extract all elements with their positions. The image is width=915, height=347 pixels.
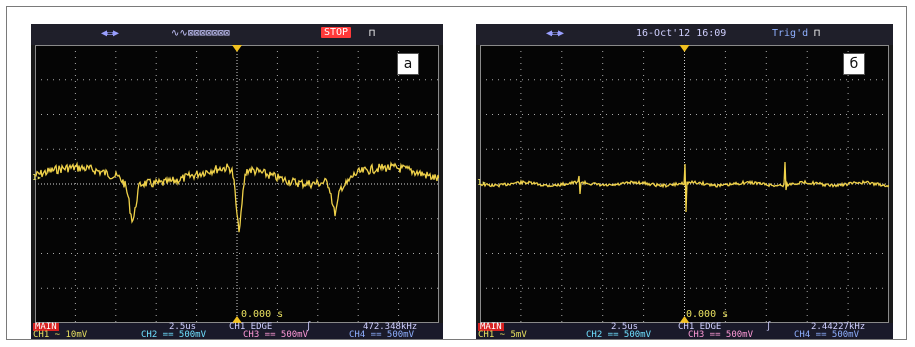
channel1-level-marker: 1▸ [32, 173, 42, 182]
ch1-setting: CH1 ~ 5mV [478, 330, 527, 340]
trigger-position-marker-bottom [232, 316, 242, 323]
timebase-value: 2.5us [611, 322, 639, 332]
ch1-setting: CH1 ~ 10mV [33, 330, 88, 340]
stop-badge: STOP [321, 27, 352, 38]
status-bar: MAIN 2.5us CH1 EDGE ∫ 2.44227kHz CH1 ~ 5… [476, 322, 893, 340]
main-badge: MAIN [33, 322, 59, 332]
time-readout: 0.000 s [686, 309, 729, 320]
frequency-value: 472.348kHz [363, 322, 418, 332]
oscilloscope-panel-a: ◀▭▶ ∿∿⊠⊠⊠⊠⊠⊠⊠ STOP ⊓ 1▸ 0.000 s MAIN 2.5… [31, 24, 443, 340]
status-bar: MAIN 2.5us CH1 EDGE ∫ 472.348kHz CH1 ~ 1… [31, 322, 443, 340]
ch4-setting: CH4 == 500mV [794, 330, 860, 340]
waveform-svg-a [35, 45, 439, 323]
channel1-level-marker: 1▸ [477, 178, 487, 187]
main-badge: MAIN [478, 322, 504, 332]
ch4-setting: CH4 == 500mV [349, 330, 415, 340]
trigger-status: Trig'd [772, 28, 809, 39]
frequency-value: 2.44227kHz [811, 322, 866, 332]
trigger-source: CH1 EDGE [229, 322, 273, 332]
waveform-screen: 1▸ 0.000 s [32, 45, 439, 323]
ch2-setting: CH2 == 500mV [141, 330, 207, 340]
ch1-waveform-trace [480, 161, 889, 213]
trigger-source: CH1 EDGE [678, 322, 722, 332]
panel-label: б [843, 53, 865, 75]
ch3-setting: CH3 == 500mV [688, 330, 754, 340]
edge-slope-icon: ∫ [766, 322, 772, 332]
trigger-edge-icon: ⊓ [369, 28, 376, 39]
trigger-edge-icon: ⊓ [814, 28, 821, 39]
oscilloscope-panel-b: ◀▭▶ 16-Oct'12 16:09 Trig'd ⊓ 1▸ 0.000 s … [476, 24, 893, 340]
datetime: 16-Oct'12 16:09 [636, 28, 727, 39]
panel-label: а [397, 53, 419, 75]
trigger-position-marker [232, 45, 242, 52]
edge-slope-icon: ∫ [306, 322, 312, 332]
memory-icon: ◀▭▶ [546, 28, 565, 39]
ch1-waveform-trace [35, 161, 439, 233]
memory-icon: ◀▭▶ [101, 28, 120, 39]
timebase-value: 2.5us [169, 322, 197, 332]
scope-topbar: ◀▭▶ ∿∿⊠⊠⊠⊠⊠⊠⊠ STOP ⊓ [31, 24, 443, 45]
waveform-screen: 1▸ 0.000 s [477, 45, 889, 323]
ch2-setting: CH2 == 500mV [586, 330, 652, 340]
time-readout: 0.000 s [241, 309, 284, 320]
trigger-position-marker-bottom [679, 316, 690, 323]
waveform-svg-b [480, 45, 889, 323]
acquisition-waveform-icon: ∿∿⊠⊠⊠⊠⊠⊠⊠ [171, 28, 230, 39]
scope-topbar: ◀▭▶ 16-Oct'12 16:09 Trig'd ⊓ [476, 24, 893, 45]
trigger-position-marker [679, 45, 690, 52]
ch3-setting: CH3 == 500mV [243, 330, 309, 340]
